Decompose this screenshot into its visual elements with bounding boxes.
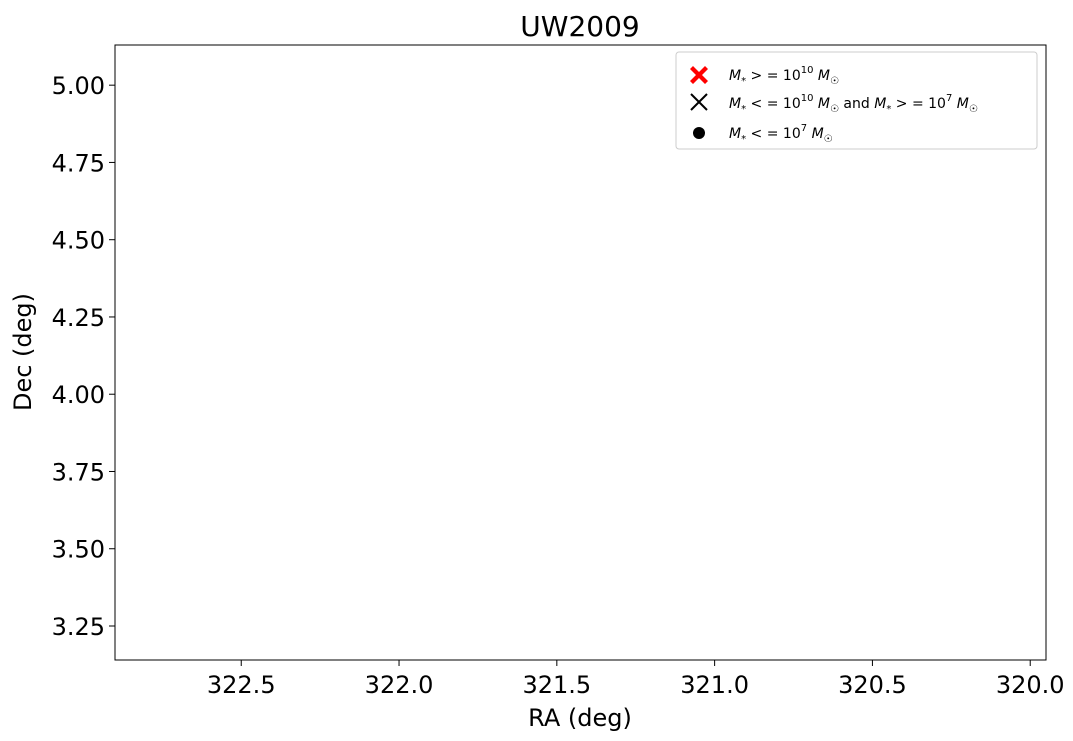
y-tick-label: 4.50 — [52, 227, 105, 255]
y-axis-label: Dec (deg) — [9, 293, 37, 411]
y-tick-label: 4.00 — [52, 381, 105, 409]
legend-item-low-mass: M* < = 107 M☉ — [693, 123, 833, 145]
legend-label-low-mass: M* < = 107 M☉ — [729, 123, 833, 145]
chart-title: UW2009 — [520, 10, 639, 43]
x-axis-label: RA (deg) — [528, 704, 632, 732]
y-tick-label: 3.25 — [52, 613, 105, 641]
legend-box — [675, 51, 1038, 150]
y-tick-label: 4.75 — [52, 149, 105, 177]
x-tick-label: 320.0 — [996, 671, 1065, 699]
legend-item-mid-mass: M* < = 1010 M☉ and M* > = 107 M☉ — [690, 93, 978, 115]
y-tick-label: 3.75 — [52, 458, 105, 486]
x-tick-label: 320.5 — [838, 671, 907, 699]
x-marker-icon — [690, 93, 708, 111]
x-tick-label: 322.5 — [207, 671, 276, 699]
x-axis: 322.5 322.0 321.5 321.0 320.5 320.0 — [207, 660, 1065, 699]
legend-label-mid-mass: M* < = 1010 M☉ and M* > = 107 M☉ — [729, 93, 978, 115]
legend-item-high-mass: M* > = 1010 M☉ — [690, 65, 839, 87]
y-tick-label: 5.00 — [52, 72, 105, 100]
x-tick-label: 321.0 — [680, 671, 749, 699]
filled-x-marker-icon — [690, 66, 708, 84]
circle-marker-icon — [693, 127, 705, 139]
x-tick-label: 321.5 — [522, 671, 591, 699]
y-tick-label: 4.25 — [52, 304, 105, 332]
y-axis: 3.25 3.50 3.75 4.00 4.25 4.50 4.75 5.00 — [52, 72, 115, 641]
x-tick-label: 322.0 — [365, 671, 434, 699]
legend-label-high-mass: M* > = 1010 M☉ — [729, 65, 839, 87]
y-tick-label: 3.50 — [52, 536, 105, 564]
legend: M* > = 1010 M☉ M* < = 1010 M☉ and M* > =… — [675, 51, 1038, 150]
